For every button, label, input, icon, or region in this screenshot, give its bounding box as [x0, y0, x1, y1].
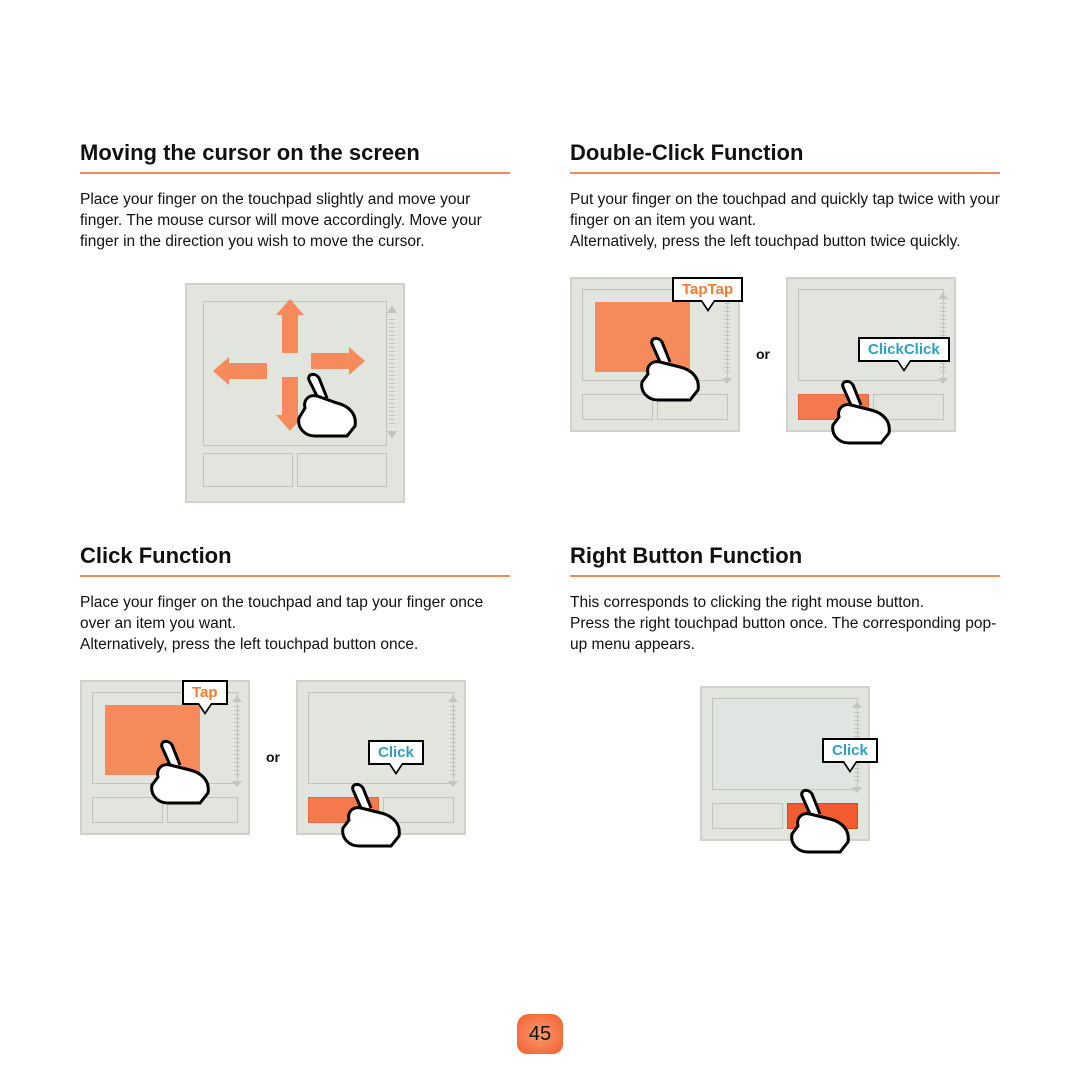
or-label: or: [266, 749, 280, 765]
section-body: Place your finger on the touchpad and ta…: [80, 593, 510, 656]
callout-click: Click: [368, 740, 424, 765]
hand-icon: [333, 780, 413, 850]
section-title: Moving the cursor on the screen: [80, 140, 510, 174]
section-title: Double-Click Function: [570, 140, 1000, 174]
arrow-up-icon: [282, 313, 298, 353]
page-number: 45: [529, 1023, 551, 1046]
section-body: Put your finger on the touchpad and quic…: [570, 190, 1000, 253]
hand-icon: [142, 737, 222, 807]
touchpad-diagram-clickclick: ClickClick: [786, 277, 956, 432]
section-body: This corresponds to clicking the right m…: [570, 593, 1000, 656]
hand-icon: [782, 786, 862, 856]
section-double-click: Double-Click Function Put your finger on…: [570, 140, 1000, 503]
touchpad-diagram-move: [185, 283, 405, 503]
section-right-button: Right Button Function This corresponds t…: [570, 543, 1000, 841]
callout-label: Click: [832, 742, 868, 759]
page-number-badge: 45: [517, 1014, 563, 1054]
touchpad-diagram-rightclick: Click: [700, 686, 870, 841]
callout-label: Tap: [192, 684, 218, 701]
section-body: Place your finger on the touchpad slight…: [80, 190, 510, 253]
section-move-cursor: Moving the cursor on the screen Place yo…: [80, 140, 510, 503]
arrow-left-icon: [227, 363, 267, 379]
callout-taptap: TapTap: [672, 277, 743, 302]
touchpad-diagram-tap: Tap: [80, 680, 250, 835]
arrow-right-icon: [311, 353, 351, 369]
touchpad-diagram-click: Click: [296, 680, 466, 835]
callout-label: TapTap: [682, 281, 733, 298]
hand-icon: [632, 334, 712, 404]
callout-rightclick: Click: [822, 738, 878, 763]
hand-icon: [823, 377, 903, 447]
callout-clickclick: ClickClick: [858, 337, 950, 362]
hand-icon: [287, 370, 367, 440]
callout-label: ClickClick: [868, 341, 940, 358]
callout-tap: Tap: [182, 680, 228, 705]
touchpad-diagram-taptap: TapTap: [570, 277, 740, 432]
section-title: Click Function: [80, 543, 510, 577]
or-label: or: [756, 346, 770, 362]
section-title: Right Button Function: [570, 543, 1000, 577]
callout-label: Click: [378, 744, 414, 761]
section-click: Click Function Place your finger on the …: [80, 543, 510, 841]
